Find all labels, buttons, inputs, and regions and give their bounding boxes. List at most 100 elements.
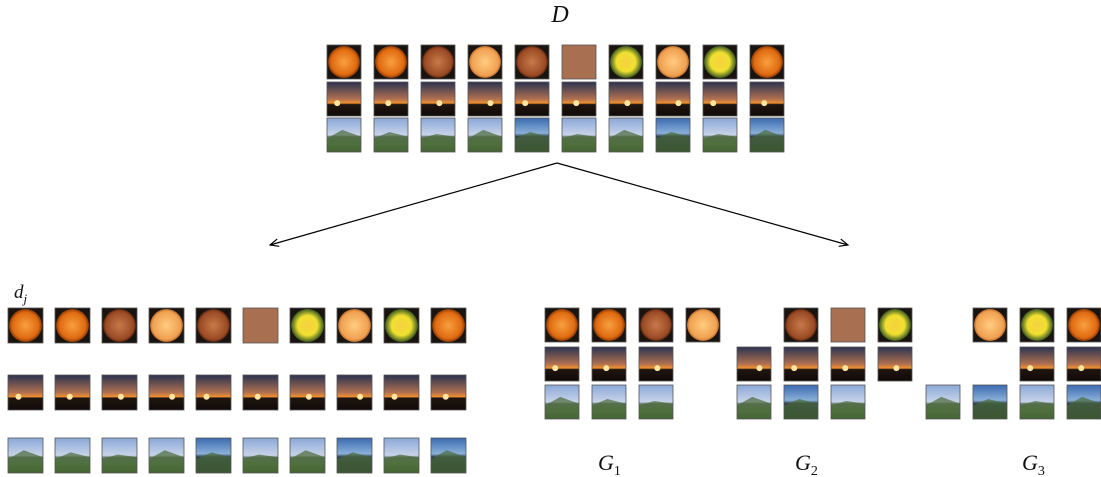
label-sub: 2	[811, 464, 818, 477]
thumb-bg	[243, 308, 278, 343]
thumb-bg	[421, 82, 455, 116]
thumbnail	[1020, 308, 1054, 342]
thumbnail	[374, 45, 408, 79]
thumb-shape	[879, 309, 911, 341]
thumb-shape	[56, 309, 89, 342]
thumb-shape	[443, 394, 449, 400]
thumbnail	[290, 438, 325, 473]
thumb-shape	[328, 46, 360, 78]
arrow	[557, 163, 848, 245]
thumb-bg	[374, 82, 408, 116]
thumbnail	[1067, 347, 1101, 381]
thumb-shape	[487, 100, 493, 106]
thumbnail	[737, 385, 771, 419]
thumb-shape	[118, 394, 124, 400]
thumbnail	[243, 308, 278, 343]
thumb-shape	[291, 309, 324, 342]
thumbnail	[384, 308, 419, 343]
thumbnail	[703, 82, 737, 116]
thumb-shape	[552, 365, 558, 371]
thumbnail	[337, 438, 372, 473]
thumbnail	[545, 347, 579, 381]
thumbnail	[878, 347, 912, 381]
label-base: G	[598, 450, 614, 475]
thumbnail	[8, 375, 43, 410]
thumbnail	[737, 347, 771, 381]
thumbnail	[327, 82, 361, 116]
thumbnail	[196, 438, 231, 473]
thumb-shape	[675, 100, 681, 106]
thumbnail	[926, 385, 960, 419]
thumbnail	[290, 308, 325, 343]
thumb-bg	[592, 347, 626, 381]
thumb-bg	[737, 347, 771, 381]
thumbnail	[515, 118, 549, 152]
thumb-shape	[432, 309, 465, 342]
thumbnail	[327, 118, 361, 152]
thumb-shape	[385, 309, 418, 342]
thumb-bg	[337, 375, 372, 410]
thumb-shape	[16, 394, 22, 400]
thumb-shape	[103, 309, 136, 342]
thumbnail	[290, 375, 325, 410]
thumbnail	[831, 385, 865, 419]
label-base: G	[1022, 450, 1038, 475]
thumb-bg	[431, 375, 466, 410]
thumbnail	[1067, 385, 1101, 419]
thumbnail	[639, 347, 673, 381]
thumb-shape	[546, 309, 578, 341]
thumbnail	[468, 118, 502, 152]
thumb-shape	[893, 365, 899, 371]
thumbnail	[1020, 347, 1054, 381]
thumb-shape	[624, 100, 630, 106]
thumbnail	[327, 45, 361, 79]
thumb-bg	[1067, 347, 1101, 381]
label-sub: 3	[1038, 464, 1045, 477]
thumb-shape	[842, 365, 848, 371]
thumbnail	[545, 385, 579, 419]
thumb-shape	[704, 46, 736, 78]
thumbnail	[431, 375, 466, 410]
thumbnail	[656, 118, 690, 152]
thumb-shape	[710, 100, 716, 106]
thumbnail	[102, 308, 137, 343]
thumb-bg	[703, 82, 737, 116]
thumbnail	[656, 82, 690, 116]
thumb-shape	[1021, 309, 1053, 341]
thumb-bg	[8, 375, 43, 410]
thumbnail	[337, 375, 372, 410]
thumb-shape	[603, 365, 609, 371]
thumb-shape	[385, 100, 391, 106]
thumbnail	[750, 82, 784, 116]
diagram: D dj G1 G2 G3	[0, 0, 1101, 477]
thumb-shape	[657, 46, 689, 78]
thumbnail	[703, 118, 737, 152]
thumbnail	[102, 375, 137, 410]
thumb-shape	[169, 394, 175, 400]
thumbnail	[609, 82, 643, 116]
thumb-shape	[522, 100, 528, 106]
thumbnail	[562, 118, 596, 152]
thumb-shape	[150, 309, 183, 342]
thumbnail	[468, 45, 502, 79]
thumbnail	[831, 308, 865, 342]
thumbnail	[421, 118, 455, 152]
thumbnail	[973, 385, 1007, 419]
thumbnail	[384, 438, 419, 473]
thumbnail	[562, 82, 596, 116]
thumbnail	[973, 308, 1007, 342]
thumbnail	[545, 308, 579, 342]
thumb-shape	[422, 46, 454, 78]
thumb-bg	[468, 82, 502, 116]
thumb-shape	[610, 46, 642, 78]
thumbnail	[196, 308, 231, 343]
group-label: G3	[1022, 450, 1045, 477]
thumb-bg	[750, 82, 784, 116]
thumbnail	[374, 118, 408, 152]
thumb-bg	[831, 347, 865, 381]
thumb-shape	[573, 100, 579, 106]
thumb-bg	[878, 347, 912, 381]
thumbnail	[8, 438, 43, 473]
thumb-shape	[255, 394, 261, 400]
thumbnail	[609, 118, 643, 152]
